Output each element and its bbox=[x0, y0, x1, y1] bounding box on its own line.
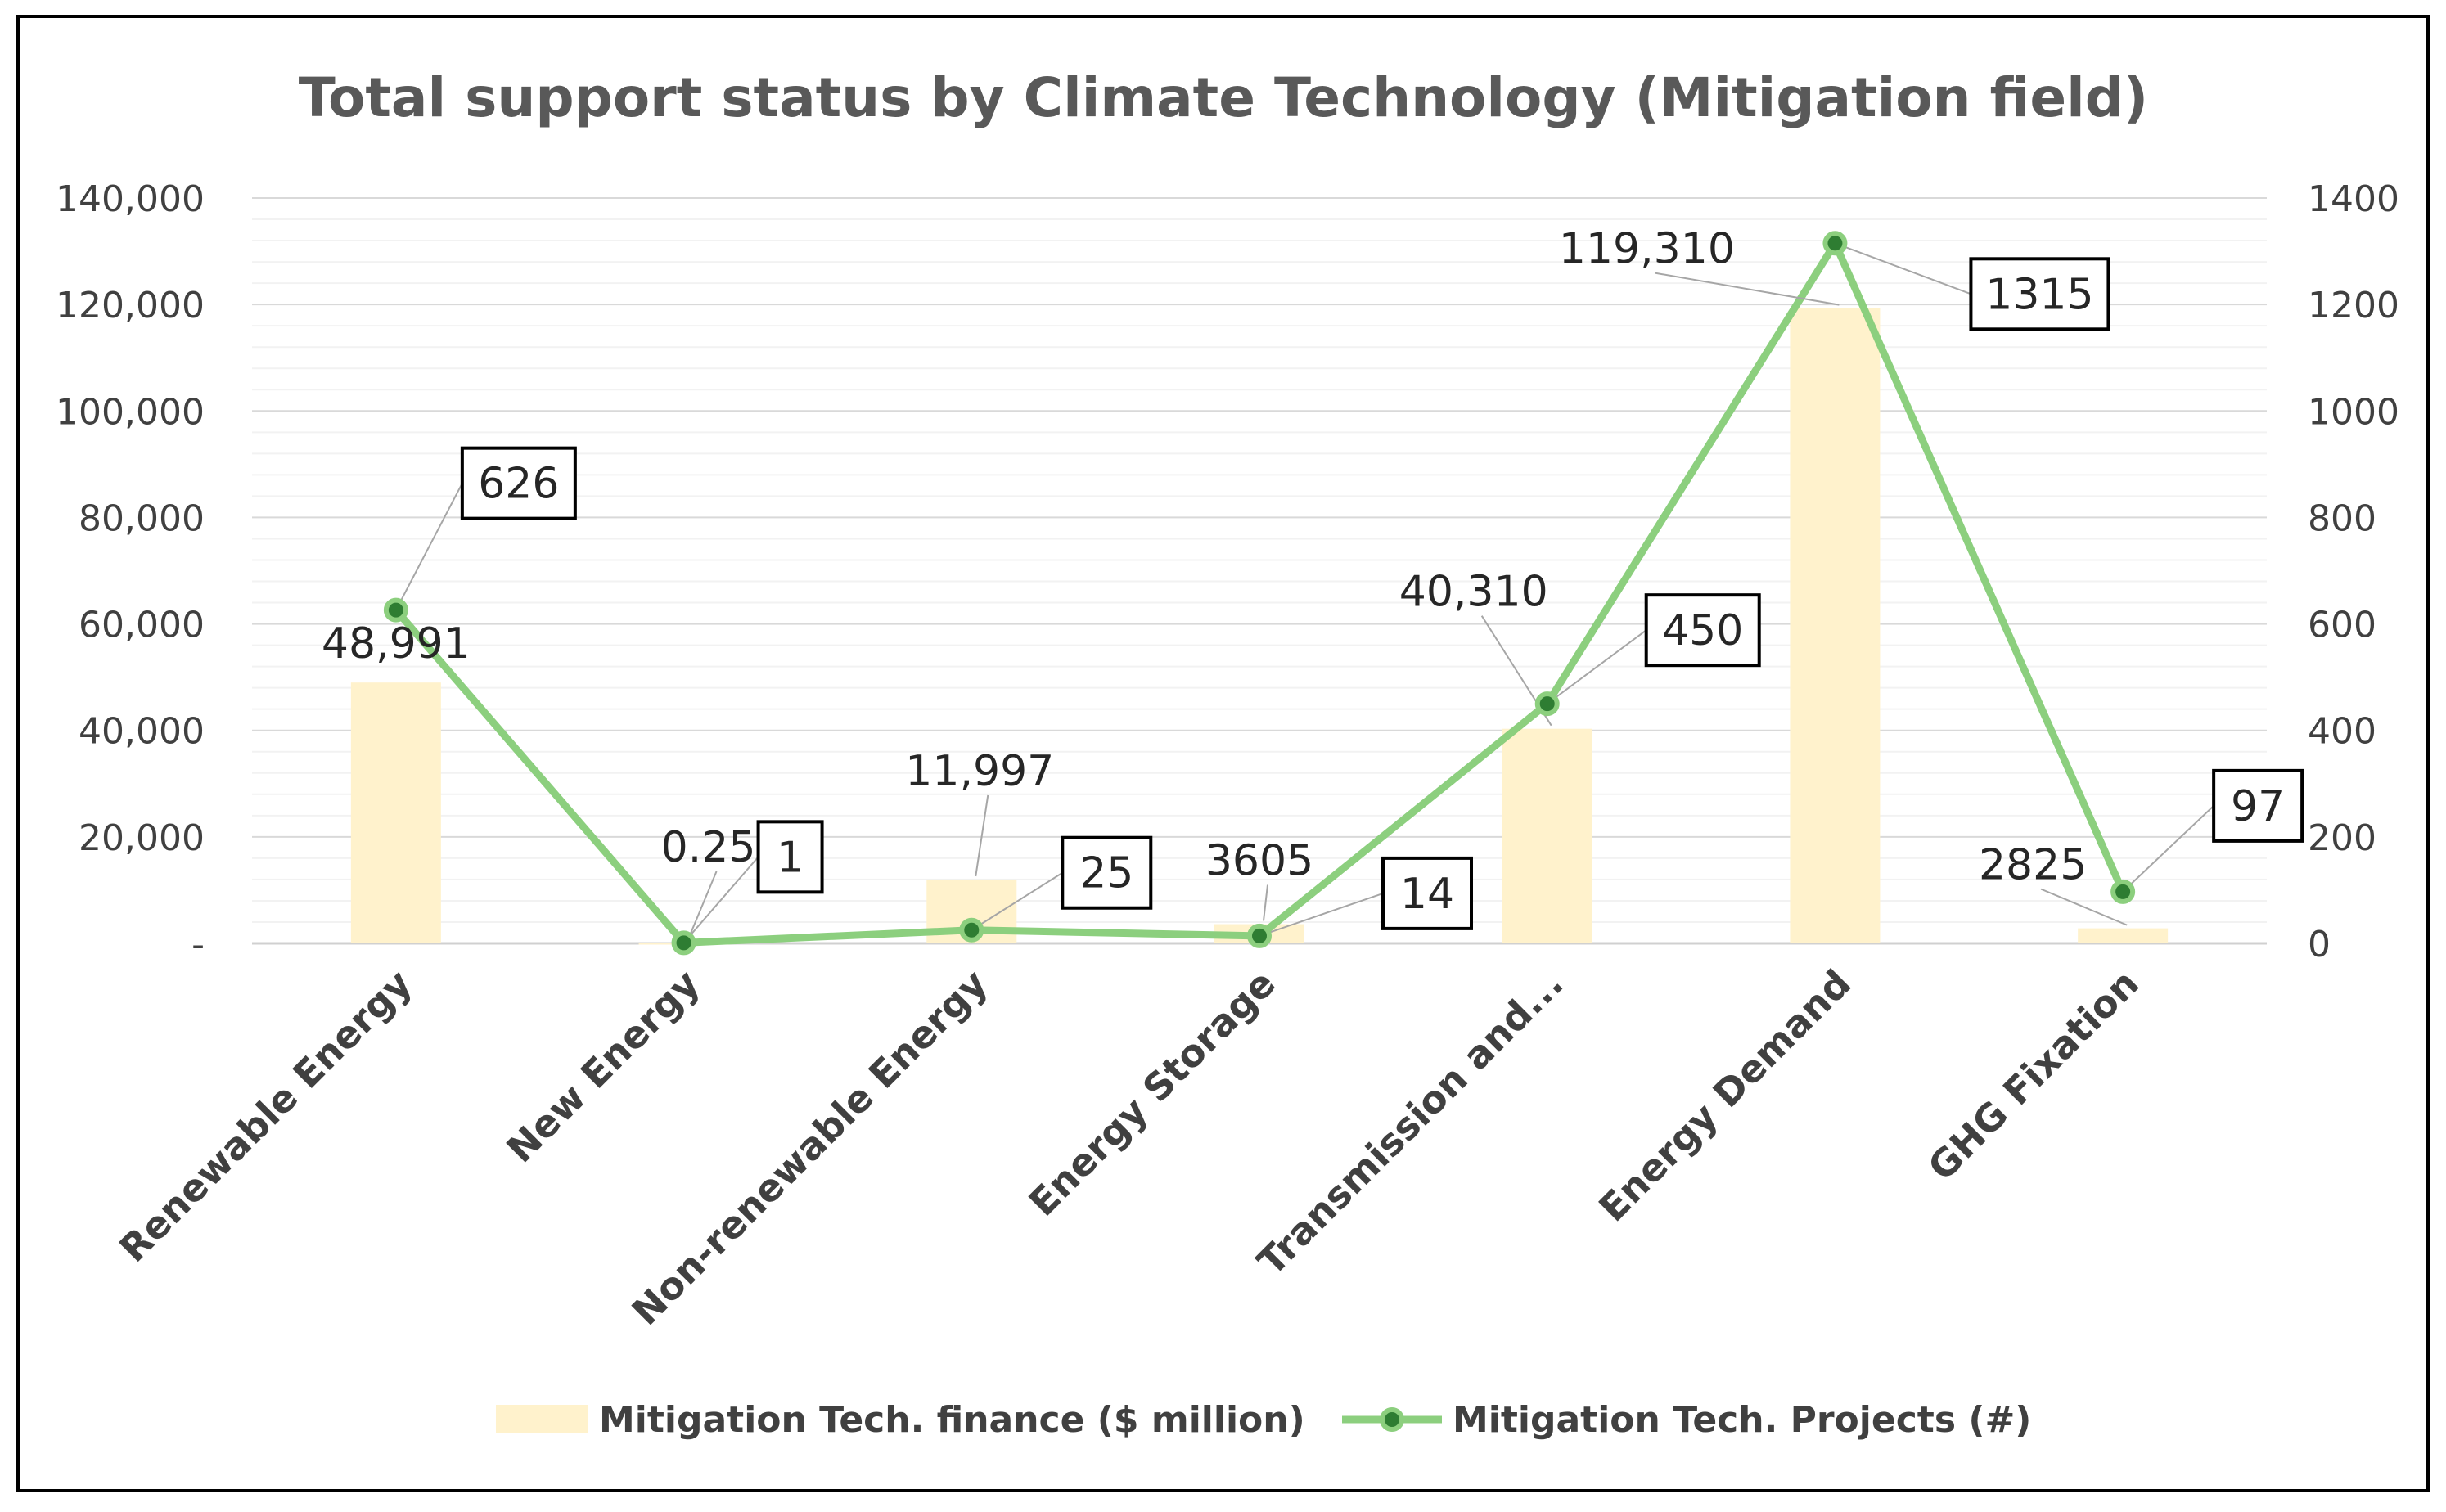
y-left-tick-label: 80,000 bbox=[79, 497, 205, 539]
y-right-tick-label: 1200 bbox=[2308, 285, 2399, 326]
line-label-box bbox=[756, 820, 824, 894]
line-label-leader bbox=[682, 856, 759, 944]
line-value-label: 626 bbox=[478, 460, 559, 509]
projects-marker bbox=[1247, 923, 1272, 948]
bar-5 bbox=[1790, 308, 1881, 943]
bar-label-leader bbox=[1655, 272, 1840, 306]
line-label-box bbox=[1381, 856, 1473, 930]
y-left-tick-label: 140,000 bbox=[56, 178, 205, 220]
projects-marker bbox=[2110, 879, 2136, 904]
projects-marker bbox=[671, 930, 696, 956]
line-value-label: 97 bbox=[2231, 782, 2285, 831]
line-label-leader bbox=[394, 483, 463, 611]
y-right-tick-label: 0 bbox=[2308, 924, 2331, 965]
line-label-box bbox=[460, 446, 577, 520]
bar-label-leader bbox=[687, 871, 718, 941]
line-label-leader bbox=[971, 871, 1063, 931]
line-value-label: 450 bbox=[1662, 606, 1743, 655]
line-value-label: 1 bbox=[777, 833, 804, 882]
bar-6 bbox=[2078, 928, 2169, 943]
y-right-tick-label: 800 bbox=[2308, 497, 2376, 539]
bar-label-leader bbox=[975, 794, 989, 877]
y-right-tick-label: 400 bbox=[2308, 711, 2376, 753]
y-right-tick-label: 600 bbox=[2308, 605, 2376, 646]
y-right-tick-label: 1000 bbox=[2308, 391, 2399, 433]
bar-value-label: 2825 bbox=[1979, 841, 2087, 890]
line-label-box bbox=[1644, 593, 1761, 668]
legend-swatch-projects-marker bbox=[1380, 1407, 1404, 1432]
y-left-tick-label: - bbox=[191, 924, 205, 965]
legend-label-finance: Mitigation Tech. finance ($ million) bbox=[599, 1399, 1305, 1441]
projects-marker bbox=[1534, 691, 1560, 717]
bar-4 bbox=[1502, 728, 1592, 943]
bar-label-leader bbox=[2040, 888, 2128, 926]
projects-marker bbox=[383, 597, 408, 623]
line-label-leader bbox=[1259, 892, 1384, 937]
y-right-tick-label: 200 bbox=[2308, 817, 2376, 859]
chart-title: Total support status by Climate Technolo… bbox=[299, 66, 2148, 129]
y-left-tick-label: 100,000 bbox=[56, 391, 205, 433]
line-value-label: 14 bbox=[1400, 870, 1454, 919]
y-left-tick-label: 40,000 bbox=[79, 711, 205, 753]
line-label-box bbox=[2212, 768, 2304, 843]
projects-marker bbox=[959, 917, 984, 943]
projects-marker bbox=[1822, 231, 1848, 256]
y-left-tick-label: 120,000 bbox=[56, 285, 205, 326]
line-label-leader bbox=[1547, 629, 1647, 704]
bar-value-label: 11,997 bbox=[905, 747, 1054, 796]
line-value-label: 1315 bbox=[1985, 270, 2093, 319]
bar-value-label: 119,310 bbox=[1559, 225, 1735, 274]
y-right-tick-label: 1400 bbox=[2308, 178, 2399, 220]
line-label-box bbox=[1969, 257, 2110, 331]
bar-value-label: 48,991 bbox=[322, 619, 471, 668]
y-left-tick-label: 60,000 bbox=[79, 605, 205, 646]
line-label-leader bbox=[1835, 242, 1971, 295]
bar-0 bbox=[350, 682, 441, 943]
bar-value-label: 0.25 bbox=[661, 823, 756, 872]
line-label-leader bbox=[2122, 805, 2214, 893]
bar-value-label: 40,310 bbox=[1399, 568, 1548, 617]
bar-value-label: 3605 bbox=[1205, 837, 1313, 886]
line-value-label: 25 bbox=[1079, 849, 1133, 898]
legend-swatch-finance bbox=[496, 1405, 588, 1433]
line-label-box bbox=[1061, 835, 1153, 910]
y-left-tick-label: 20,000 bbox=[79, 817, 205, 859]
bar-label-leader bbox=[1263, 884, 1268, 921]
legend-label-projects: Mitigation Tech. Projects (#) bbox=[1453, 1399, 2031, 1441]
